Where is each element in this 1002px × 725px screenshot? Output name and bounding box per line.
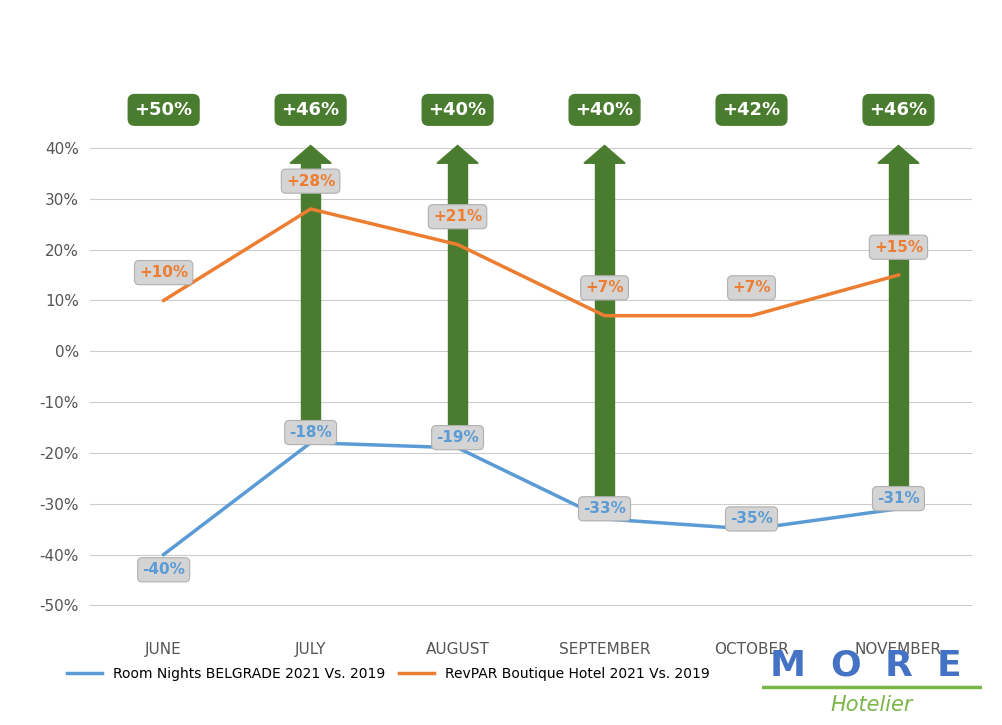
Polygon shape [290,146,332,163]
Text: +50%: +50% [134,101,192,119]
Text: Revenue Management "Boost": Revenue Management "Boost" [263,24,739,52]
Text: -33%: -33% [583,501,626,516]
Text: +28%: +28% [286,173,336,189]
Text: +42%: +42% [722,101,781,119]
FancyBboxPatch shape [595,163,614,514]
Legend: Room Nights BELGRADE 2021 Vs. 2019, RevPAR Boutique Hotel 2021 Vs. 2019: Room Nights BELGRADE 2021 Vs. 2019, RevP… [62,661,715,687]
FancyBboxPatch shape [448,163,467,443]
Polygon shape [878,146,919,163]
Polygon shape [584,146,625,163]
Text: E: E [937,649,961,682]
Text: +46%: +46% [870,101,928,119]
Text: +46%: +46% [282,101,340,119]
Text: +21%: +21% [433,210,482,224]
Text: +7%: +7% [585,281,624,295]
Text: -35%: -35% [730,511,773,526]
Text: +40%: +40% [575,101,633,119]
Text: -19%: -19% [436,430,479,445]
Text: +15%: +15% [874,240,923,254]
Text: M: M [770,649,806,682]
Text: O: O [830,649,861,682]
Text: -31%: -31% [877,491,920,506]
Text: -40%: -40% [142,563,185,577]
Polygon shape [437,146,478,163]
FancyBboxPatch shape [889,163,908,504]
Text: +10%: +10% [139,265,188,280]
Text: +40%: +40% [429,101,487,119]
Text: R: R [884,649,912,682]
Text: -18%: -18% [290,425,332,440]
Text: +7%: +7% [732,281,771,295]
Text: Hotelier: Hotelier [831,695,913,715]
FancyBboxPatch shape [301,163,321,438]
